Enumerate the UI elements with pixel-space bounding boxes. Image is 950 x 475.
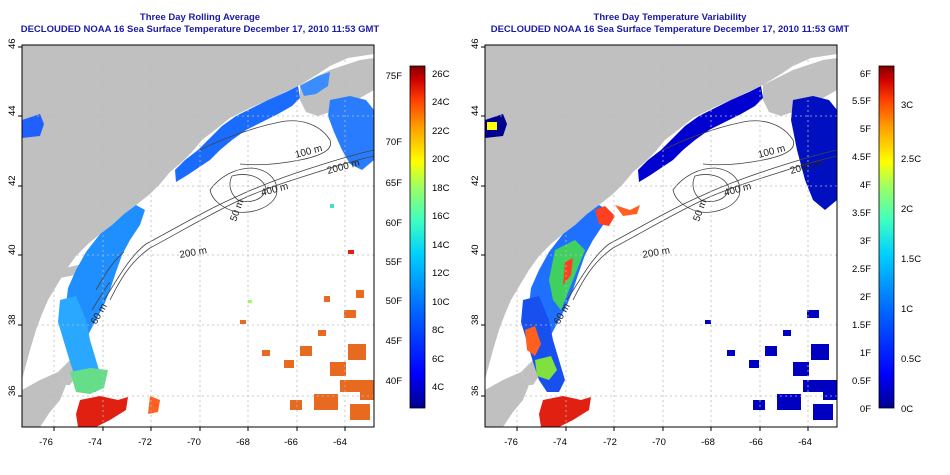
- lat-tick-44: 44: [7, 105, 18, 116]
- right-map-subtitle: DECLOUDED NOAA 16 Sea Surface Temperatur…: [490, 24, 850, 35]
- lat-tick-46: 46: [7, 38, 18, 49]
- lat-tick-40: 40: [7, 244, 18, 255]
- cb-f-50: 50F: [386, 296, 403, 307]
- rcb-c-2: 2C: [901, 204, 913, 215]
- lat-tick-36: 36: [7, 385, 18, 396]
- cb-c-10: 10C: [432, 297, 450, 308]
- cb-f-70: 70F: [386, 137, 403, 148]
- rcb-c-0.5: 0.5C: [901, 354, 921, 365]
- contour-label-200-right: 200 m: [642, 245, 671, 261]
- cb-c-20: 20C: [432, 154, 450, 165]
- left-colorbar-f-labels: 75F 70F 65F 60F 55F 50F 45F 40F: [386, 71, 403, 387]
- cb-c-4: 4C: [432, 382, 444, 393]
- lon-tick-64-right: -64: [798, 437, 812, 448]
- left-colorbar-c-labels: 26C 24C 22C 20C 18C 16C 14C 12C 10C 8C 6…: [432, 69, 450, 393]
- rcb-c-1: 1C: [901, 304, 913, 315]
- grid: [22, 45, 374, 427]
- lon-tick-64: -64: [333, 437, 347, 448]
- rcb-f-2.5: 2.5F: [852, 264, 871, 275]
- cb-c-22: 22C: [432, 126, 450, 137]
- rcb-c-2.5: 2.5C: [901, 154, 921, 165]
- cb-f-40: 40F: [386, 376, 403, 387]
- lon-tick-72: -72: [138, 437, 152, 448]
- lat-tick-40-right: 40: [470, 244, 481, 255]
- right-y-ticks: 36 38 40 42 44 46: [470, 38, 485, 397]
- left-y-ticks: 36 38 40 42 44 46: [7, 38, 22, 397]
- rcb-f-5: 5F: [860, 124, 871, 135]
- rcb-f-1: 1F: [860, 348, 871, 359]
- cb-c-14: 14C: [432, 240, 450, 251]
- cb-c-12: 12C: [432, 268, 450, 279]
- cb-c-6: 6C: [432, 354, 444, 365]
- right-map-title: Three Day Temperature Variability: [593, 12, 747, 23]
- rcb-f-3.5: 3.5F: [852, 208, 871, 219]
- lat-tick-42-right: 42: [470, 175, 481, 186]
- cb-f-55: 55F: [386, 257, 403, 268]
- rcb-f-6: 6F: [860, 69, 871, 80]
- rcb-c-0: 0C: [901, 404, 913, 415]
- left-colorbar: [409, 65, 426, 409]
- right-colorbar: [878, 65, 895, 409]
- lat-tick-36-right: 36: [470, 385, 481, 396]
- depth-contours-right: [566, 120, 838, 301]
- left-map-subtitle: DECLOUDED NOAA 16 Sea Surface Temperatur…: [20, 24, 380, 35]
- left-title: Three Day Rolling Average DECLOUDED NOAA…: [0, 12, 400, 36]
- lon-tick-70: -70: [187, 437, 201, 448]
- cb-c-24: 24C: [432, 97, 450, 108]
- rcb-f-0.5: 0.5F: [852, 376, 871, 387]
- cb-c-8: 8C: [432, 325, 444, 336]
- lon-tick-68: -68: [236, 437, 250, 448]
- rcb-f-2: 2F: [860, 292, 871, 303]
- cb-f-60: 60F: [386, 218, 403, 229]
- lon-tick-68-right: -68: [701, 437, 715, 448]
- lon-tick-72-right: -72: [603, 437, 617, 448]
- cb-c-26: 26C: [432, 69, 450, 80]
- land-mass-right: [485, 45, 837, 427]
- left-x-ticks: -76 -74 -72 -70 -68 -66 -64: [39, 427, 347, 448]
- right-x-ticks: -76 -74 -72 -70 -68 -66 -64: [504, 427, 812, 448]
- rcb-f-1.5: 1.5F: [852, 320, 871, 331]
- cb-f-45: 45F: [386, 336, 403, 347]
- lon-tick-74: -74: [88, 437, 102, 448]
- right-colorbar-c-labels: 3C 2.5C 2C 1.5C 1C 0.5C 0C: [901, 100, 921, 415]
- left-map-panel: 100 m 2000 m 400 m 50 m 200 m 60 m -76 -…: [7, 38, 450, 448]
- lon-tick-76-right: -76: [504, 437, 518, 448]
- right-map-panel: 100 m 2000 m 400 m 50 m 200 m 60 m -76 -…: [470, 38, 921, 448]
- rcb-f-3: 3F: [860, 236, 871, 247]
- lat-tick-38: 38: [7, 314, 18, 325]
- lat-tick-38-right: 38: [470, 314, 481, 325]
- cb-c-16: 16C: [432, 211, 450, 222]
- right-colorbar-f-labels: 6F 5.5F 5F 4.5F 4F 3.5F 3F 2.5F 2F 1.5F …: [852, 69, 871, 415]
- lat-tick-44-right: 44: [470, 105, 481, 116]
- lon-tick-70-right: -70: [652, 437, 666, 448]
- cb-f-75: 75F: [386, 71, 403, 82]
- depth-contours: [91, 120, 375, 311]
- left-map-title: Three Day Rolling Average: [139, 12, 261, 23]
- cb-c-18: 18C: [432, 183, 450, 194]
- rcb-c-1.5: 1.5C: [901, 254, 921, 265]
- rcb-c-3: 3C: [901, 100, 913, 111]
- rcb-f-5.5: 5.5F: [852, 96, 871, 107]
- right-title: Three Day Temperature Variability DECLOU…: [470, 12, 870, 36]
- grid-right: [485, 45, 837, 427]
- lat-tick-46-right: 46: [470, 38, 481, 49]
- rcb-f-4: 4F: [860, 180, 871, 191]
- rcb-f-0: 0F: [860, 404, 871, 415]
- lon-tick-66: -66: [284, 437, 298, 448]
- lat-tick-42: 42: [7, 175, 18, 186]
- lon-tick-76: -76: [39, 437, 53, 448]
- lon-tick-74-right: -74: [553, 437, 567, 448]
- rcb-f-4.5: 4.5F: [852, 152, 871, 163]
- lon-tick-66-right: -66: [749, 437, 763, 448]
- cb-f-65: 65F: [386, 178, 403, 189]
- contour-label-200: 200 m: [179, 245, 208, 261]
